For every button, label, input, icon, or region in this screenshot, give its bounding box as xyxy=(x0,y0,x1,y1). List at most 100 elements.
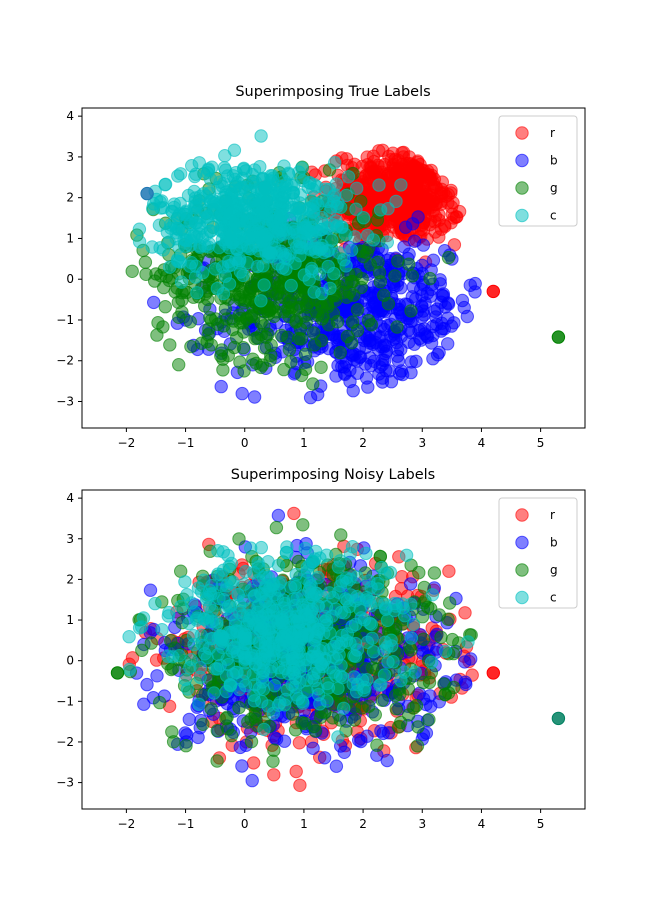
point-c xyxy=(253,652,267,666)
point-b xyxy=(392,367,407,381)
point-g xyxy=(390,320,404,334)
point-c xyxy=(293,249,307,263)
point-c xyxy=(189,167,203,181)
point-c xyxy=(284,278,298,293)
point-b xyxy=(459,677,473,692)
point-g xyxy=(355,272,369,286)
point-g xyxy=(350,303,365,317)
y-tick-label: −3 xyxy=(56,776,74,790)
outlier-point xyxy=(551,711,566,726)
point-c xyxy=(230,645,244,659)
point-g xyxy=(350,323,365,338)
point-c xyxy=(222,254,236,269)
point-b xyxy=(235,759,249,773)
point-c xyxy=(386,655,400,669)
point-g xyxy=(221,348,236,363)
point-g xyxy=(148,274,162,288)
point-b xyxy=(182,712,197,727)
point-g xyxy=(410,739,425,753)
point-c xyxy=(184,653,198,667)
point-c xyxy=(180,682,195,696)
point-c xyxy=(198,239,212,253)
y-tick-label: 0 xyxy=(66,654,74,668)
point-c xyxy=(148,596,162,611)
point-c xyxy=(356,211,371,225)
point-b xyxy=(245,773,259,788)
point-g xyxy=(196,717,210,731)
point-c xyxy=(242,631,257,645)
point-g xyxy=(288,723,303,737)
point-c xyxy=(177,207,191,221)
point-b xyxy=(437,322,451,336)
point-c xyxy=(323,204,337,218)
point-c xyxy=(174,599,188,613)
legend-marker xyxy=(515,563,529,577)
point-c xyxy=(291,691,306,706)
point-g xyxy=(370,738,384,752)
point-c xyxy=(278,596,292,611)
point-c xyxy=(241,192,256,206)
point-c xyxy=(279,545,294,560)
point-c xyxy=(193,661,208,675)
point-c xyxy=(425,588,440,602)
point-g xyxy=(308,338,322,352)
point-c xyxy=(135,620,149,634)
point-c xyxy=(285,650,299,664)
point-c xyxy=(172,254,186,269)
point-g xyxy=(144,636,159,650)
point-c xyxy=(380,235,394,249)
point-c xyxy=(255,694,269,709)
point-c xyxy=(332,246,346,260)
point-b xyxy=(178,726,192,740)
point-b xyxy=(277,734,292,748)
point-c xyxy=(267,679,282,693)
point-c xyxy=(337,701,351,715)
legend-marker xyxy=(515,208,529,223)
point-g xyxy=(345,336,359,350)
point-c xyxy=(340,627,354,641)
point-b xyxy=(235,386,249,401)
point-r xyxy=(395,146,409,160)
point-c xyxy=(300,673,314,687)
point-c xyxy=(295,161,309,175)
point-c xyxy=(325,217,339,232)
legend-label: g xyxy=(550,181,558,195)
point-c xyxy=(229,166,243,180)
point-g xyxy=(257,341,272,355)
point-g xyxy=(232,532,246,546)
y-axis: −3 −2 −1 0 1 2 3 4 xyxy=(56,109,82,409)
point-c xyxy=(350,181,364,196)
point-g xyxy=(257,319,271,333)
point-c xyxy=(378,635,392,649)
point-g xyxy=(434,630,448,644)
point-c xyxy=(178,575,192,589)
point-g xyxy=(375,693,389,707)
point-g xyxy=(314,360,328,374)
point-c xyxy=(305,264,319,278)
legend-marker xyxy=(515,535,529,550)
point-c xyxy=(162,605,176,620)
point-b xyxy=(414,282,428,296)
point-g xyxy=(422,712,436,727)
point-r xyxy=(434,186,449,201)
point-c xyxy=(313,243,327,257)
point-g xyxy=(299,315,313,330)
outlier-point xyxy=(486,666,500,680)
point-b xyxy=(306,741,320,755)
point-c xyxy=(217,176,231,191)
x-axis: −2 −1 0 1 2 3 4 5 xyxy=(118,809,544,831)
point-c xyxy=(261,555,275,569)
point-g xyxy=(298,347,313,361)
point-c xyxy=(262,192,277,206)
point-c xyxy=(303,576,317,590)
point-c xyxy=(257,722,271,737)
plot-frame xyxy=(81,489,586,810)
point-g xyxy=(404,304,418,318)
point-c xyxy=(166,650,180,664)
y-tick-label: −2 xyxy=(56,735,74,749)
point-c xyxy=(344,243,359,257)
y-tick-label: 1 xyxy=(66,613,74,627)
point-c xyxy=(204,206,219,220)
point-g xyxy=(184,339,198,354)
point-b xyxy=(329,759,344,773)
